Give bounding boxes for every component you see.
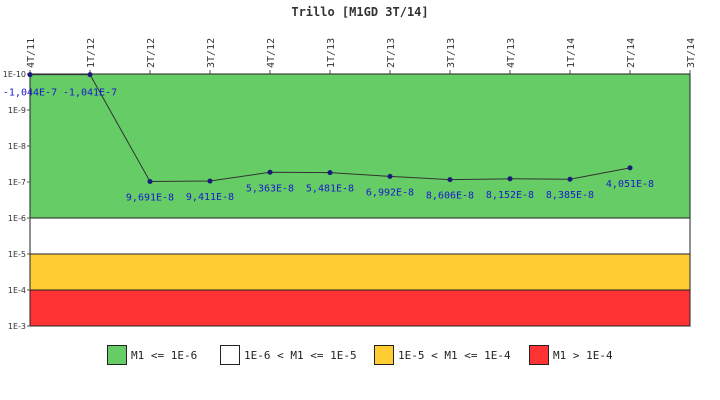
data-label: -1,044E-7 [3,88,57,99]
band-1 [29,217,691,255]
data-label: 8,606E-8 [426,191,474,202]
x-axis-ticks: 4T/11 1T/12 2T/12 3T/12 4T/12 1T/13 2T/13 3T/13… [26,38,697,68]
legend-label-band-3: M1 > 1E-4 [553,348,613,362]
x-tick-label: 3T/13 [446,38,457,68]
x-tick-label: 1T/13 [326,38,337,68]
data-label: 5,481E-8 [306,184,354,195]
risk-bands [29,73,691,327]
x-tick-label: 4T/12 [266,38,277,68]
legend-swatch-band-2 [374,345,394,365]
data-point [567,176,573,182]
chart-title: Trillo [M1GD 3T/14] [291,5,428,19]
data-label: 9,691E-8 [126,193,174,204]
legend-label-band-0: M1 <= 1E-6 [131,348,198,362]
data-point [627,165,633,171]
data-label: -1,041E-7 [63,88,117,99]
series-line [27,72,633,185]
x-tick-label: 4T/11 [26,38,37,68]
data-label: 5,363E-8 [246,183,294,194]
x-tick-label: 2T/12 [146,38,157,68]
x-tick-label: 1T/14 [566,38,577,68]
data-label: 6,992E-8 [366,187,414,198]
x-tick-label: 3T/12 [206,38,217,68]
data-label: 8,152E-8 [486,190,534,201]
data-point [27,72,33,78]
y-tick-label: 1E-5 [8,250,26,259]
data-point [87,72,93,78]
data-label: 8,385E-8 [546,190,594,201]
legend-label-band-2: 1E-5 < M1 <= 1E-4 [398,348,511,362]
grid-lines [29,70,691,327]
x-tick-label: 2T/13 [386,38,397,68]
data-point [447,177,453,183]
legend-swatch-band-0 [107,345,127,365]
data-point [267,169,273,175]
legend-item-band-0: M1 <= 1E-6 [107,345,197,365]
x-tick-label: 4T/13 [506,38,517,68]
legend-item-band-3: M1 > 1E-4 [529,345,613,365]
legend-item-band-1: 1E-6 < M1 <= 1E-5 [220,345,357,365]
y-tick-label: 1E-6 [8,214,26,223]
legend-label-band-1: 1E-6 < M1 <= 1E-5 [244,348,357,362]
plot-frame [29,73,691,327]
y-axis-ticks: 1E-10 1E-9 1E-8 1E-7 1E-6 1E-5 1E-4 1E-3 [3,70,30,331]
legend: M1 <= 1E-6 1E-6 < M1 <= 1E-5 1E-5 < M1 <… [0,345,720,367]
y-tick-label: 1E-3 [8,322,26,331]
y-tick-label: 1E-4 [8,286,26,295]
y-tick-label: 1E-9 [8,106,26,115]
x-tick-label: 2T/14 [626,38,637,68]
data-labels: -1,044E-7 -1,041E-7 9,691E-8 9,411E-8 5,363E… [3,88,654,204]
data-point [327,170,333,176]
band-3 [29,289,691,327]
data-point [147,179,153,185]
band-0 [29,73,691,219]
data-label: 4,051E-8 [606,179,654,190]
y-tick-label: 1E-8 [8,142,26,151]
band-2 [29,253,691,291]
legend-swatch-band-3 [529,345,549,365]
y-tick-label: 1E-10 [3,70,26,79]
data-label: 9,411E-8 [186,192,234,203]
legend-swatch-band-1 [220,345,240,365]
legend-item-band-2: 1E-5 < M1 <= 1E-4 [374,345,511,365]
x-tick-label: 3T/14 [686,38,697,68]
data-point [387,173,393,179]
data-point [207,178,213,184]
x-tick-label: 1T/12 [86,38,97,68]
y-tick-label: 1E-7 [8,178,26,187]
data-point [507,176,513,182]
